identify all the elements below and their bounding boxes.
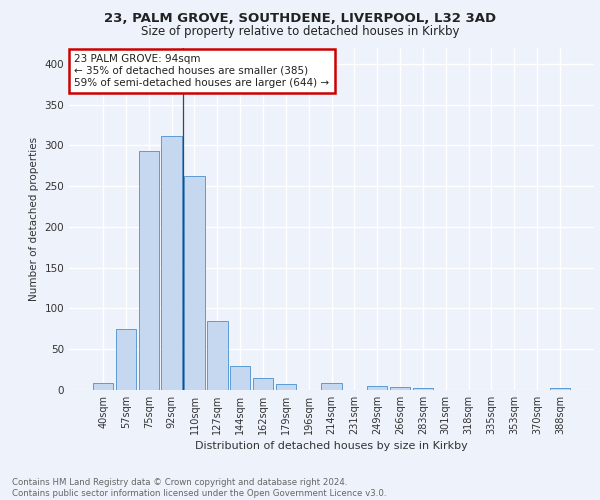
Bar: [161, 136, 182, 390]
Bar: [413, 388, 433, 390]
Bar: [390, 386, 410, 390]
Bar: [253, 378, 273, 390]
Text: 23 PALM GROVE: 94sqm
← 35% of detached houses are smaller (385)
59% of semi-deta: 23 PALM GROVE: 94sqm ← 35% of detached h…: [74, 54, 329, 88]
Bar: [184, 176, 205, 390]
Text: 23, PALM GROVE, SOUTHDENE, LIVERPOOL, L32 3AD: 23, PALM GROVE, SOUTHDENE, LIVERPOOL, L3…: [104, 12, 496, 26]
X-axis label: Distribution of detached houses by size in Kirkby: Distribution of detached houses by size …: [195, 441, 468, 451]
Bar: [550, 388, 570, 390]
Bar: [207, 320, 227, 390]
Text: Size of property relative to detached houses in Kirkby: Size of property relative to detached ho…: [141, 25, 459, 38]
Bar: [93, 384, 113, 390]
Bar: [321, 384, 342, 390]
Y-axis label: Number of detached properties: Number of detached properties: [29, 136, 39, 301]
Bar: [139, 151, 159, 390]
Bar: [230, 366, 250, 390]
Bar: [367, 386, 388, 390]
Bar: [275, 384, 296, 390]
Text: Contains HM Land Registry data © Crown copyright and database right 2024.
Contai: Contains HM Land Registry data © Crown c…: [12, 478, 386, 498]
Bar: [116, 329, 136, 390]
